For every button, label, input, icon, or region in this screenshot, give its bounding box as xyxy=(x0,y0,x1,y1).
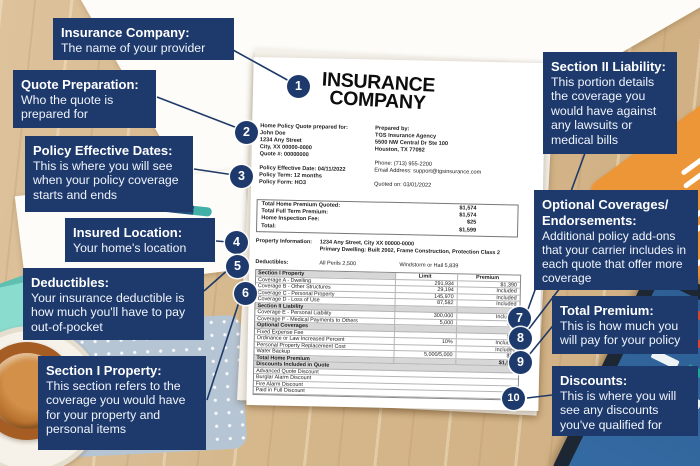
callout-body: This is where you will see any discounts… xyxy=(560,388,677,432)
marker-5: 5 xyxy=(226,255,249,278)
callout-section2-liability: Section II Liability: This portion detai… xyxy=(543,52,677,154)
callout-total-premium: Total Premium: This is how much you will… xyxy=(552,296,698,354)
callout-title: Optional Coverages/ Endorsements: xyxy=(542,197,669,228)
deductibles-label: Deductibles: xyxy=(255,259,289,266)
property-info-label: Property Information: xyxy=(255,238,313,246)
marker-6: 6 xyxy=(234,282,257,305)
callout-optional-coverages: Optional Coverages/ Endorsements: Additi… xyxy=(534,190,698,290)
callout-title: Policy Effective Dates: xyxy=(33,143,173,158)
callout-insured-location: Insured Location: Your home's location xyxy=(65,218,215,262)
prepared-for-block: Home Policy Quote prepared for: John Doe… xyxy=(259,123,365,189)
document-title: INSURANCE COMPANY xyxy=(292,68,464,115)
marker-4: 4 xyxy=(225,231,248,254)
callout-title: Section I Property: xyxy=(46,363,162,378)
marker-1: 1 xyxy=(287,75,310,98)
callout-title: Insured Location: xyxy=(73,225,183,240)
callout-body: Your home's location xyxy=(73,240,187,255)
marker-3: 3 xyxy=(230,165,253,188)
deductible-windstorm: Windstorm or Hail 5,839 xyxy=(399,262,459,270)
callout-body: This is where you will see when your pol… xyxy=(33,158,179,202)
callout-title: Discounts: xyxy=(560,373,628,388)
deductible-all-perils: All Perils 2,500 xyxy=(319,260,357,268)
callout-deductibles: Deductibles: Your insurance deductible i… xyxy=(23,268,204,340)
callout-body: Additional policy add-ons that your carr… xyxy=(542,228,687,286)
callout-body: This portion details the coverage you wo… xyxy=(551,74,657,147)
callout-insurance-company: Insurance Company: The name of your prov… xyxy=(53,18,234,60)
marker-9: 9 xyxy=(509,351,532,374)
prepared-by-block: Prepared by: TGS Insurance Agency 5500 N… xyxy=(374,126,535,193)
callout-body: Your insurance deductible is how much yo… xyxy=(31,290,186,334)
marker-2: 2 xyxy=(235,121,258,144)
marker-7: 7 xyxy=(508,307,531,330)
summary-label: Total: xyxy=(261,222,277,230)
insurance-quote-document: INSURANCE COMPANY Home Policy Quote prep… xyxy=(246,56,546,412)
callout-body: This section refers to the coverage you … xyxy=(46,378,186,437)
callout-title: Deductibles: xyxy=(31,275,110,290)
callout-title: Quote Preparation: xyxy=(21,77,139,92)
marker-10: 10 xyxy=(502,387,525,410)
callout-discounts: Discounts: This is where you will see an… xyxy=(552,366,698,436)
callout-policy-effective-dates: Policy Effective Dates: This is where yo… xyxy=(25,136,193,212)
callout-body: The name of your provider xyxy=(61,40,206,55)
callout-body: Who the quote is prepared for xyxy=(21,92,114,122)
folder-text-line xyxy=(680,149,700,176)
marker-8: 8 xyxy=(509,327,532,350)
callout-title: Insurance Company: xyxy=(61,25,190,40)
policy-form: Policy Form: HO3 xyxy=(258,179,307,187)
callout-title: Section II Liability: xyxy=(551,59,666,74)
coverage-table: Section I Property Limit Premium Coverag… xyxy=(252,269,522,401)
summary-value: $1,599 xyxy=(458,226,477,234)
callout-body: This is how much you will pay for your p… xyxy=(560,318,681,348)
property-information: Property Information: 1234 Any Street, C… xyxy=(256,238,530,258)
callout-quote-preparation: Quote Preparation: Who the quote is prep… xyxy=(13,70,156,128)
premium-summary-box: Total Home Premium Quoted: $1,574 Total … xyxy=(256,199,519,238)
callout-title: Total Premium: xyxy=(560,303,654,318)
deductibles-line: Deductibles: All Perils 2,500 Windstorm … xyxy=(255,259,458,269)
callout-section1-property: Section I Property: This section refers … xyxy=(38,356,206,450)
